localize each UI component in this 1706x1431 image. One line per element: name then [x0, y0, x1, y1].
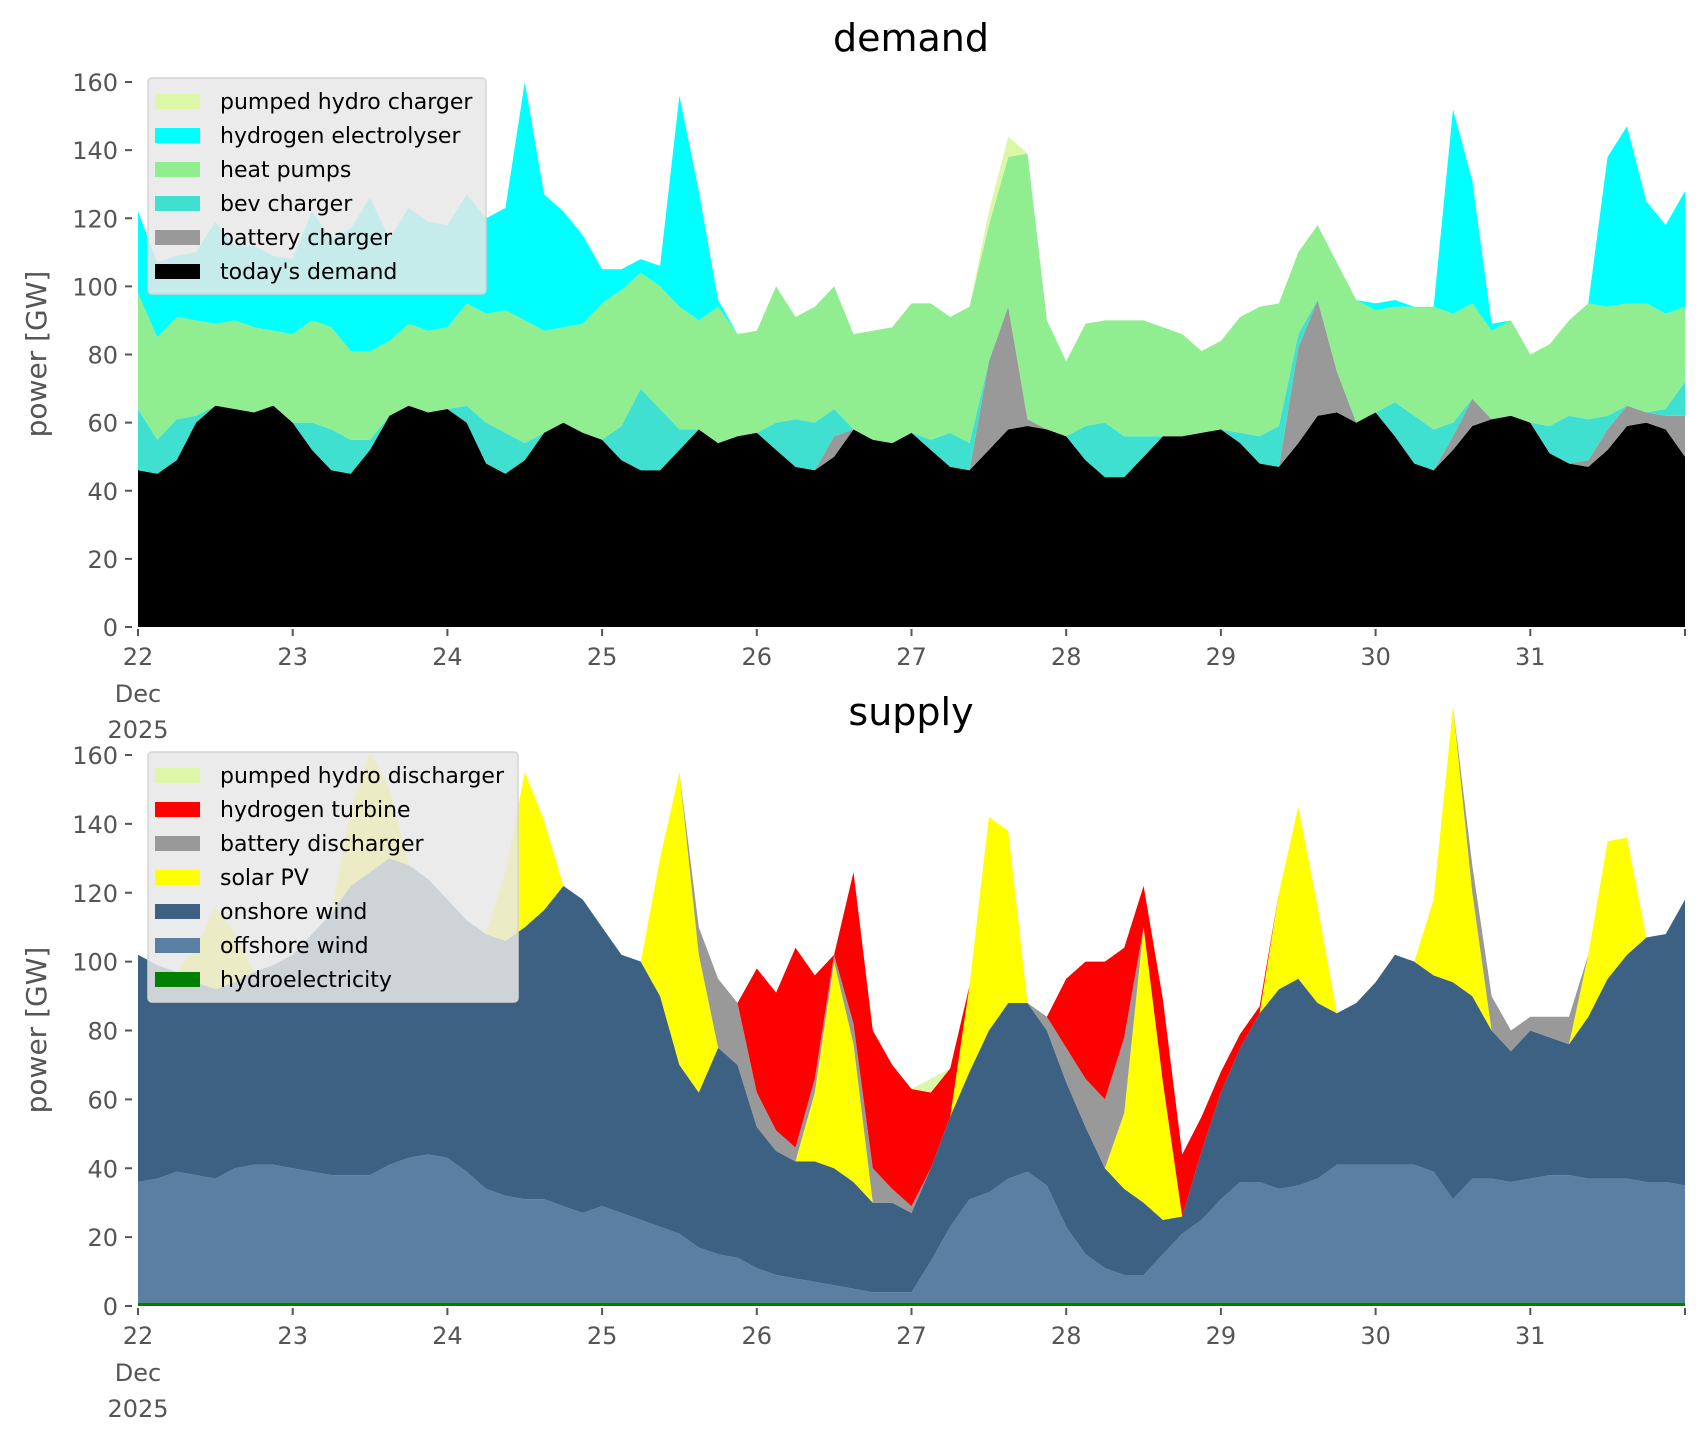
- y-tick-label: 20: [87, 546, 118, 574]
- x-tick-label: 24: [432, 1322, 463, 1350]
- area-layer: [138, 706, 1685, 1306]
- y-axis: 0 20 40 60 80 100 120 140 160: [72, 69, 132, 642]
- x-tick-label: 22: [123, 1322, 154, 1350]
- legend-label: pumped hydro discharger: [220, 764, 505, 789]
- y-axis-label: power [GW]: [20, 271, 53, 438]
- y-tick-label: 120: [72, 205, 118, 233]
- y-tick-label: 20: [87, 1224, 118, 1252]
- y-tick-label: 100: [72, 273, 118, 301]
- x-tick-label: 22: [123, 643, 154, 671]
- legend-label: pumped hydro charger: [220, 90, 473, 115]
- area-hydroelectricity: [138, 1302, 1685, 1306]
- legend-swatch-offshore-wind: [155, 938, 200, 953]
- x-tick-sublabel: 2025: [107, 716, 168, 744]
- x-tick-sublabel: Dec: [115, 680, 161, 708]
- legend-label: hydroelectricity: [220, 968, 392, 993]
- x-axis: 22 Dec 2025 23 24 25 26 27 28 29 30 31: [107, 629, 1686, 744]
- legend-swatch-pumped-hydro-discharger: [155, 768, 200, 783]
- x-tick-label: 28: [1051, 1322, 1082, 1350]
- legend-label: hydrogen electrolyser: [220, 124, 461, 149]
- y-tick-label: 60: [87, 1086, 118, 1114]
- area-solar-pv: [138, 706, 1685, 1220]
- x-tick-label: 27: [896, 643, 927, 671]
- x-tick-label: 29: [1206, 1322, 1237, 1350]
- area-offshore-wind: [138, 1154, 1685, 1303]
- x-tick-label: 26: [742, 643, 773, 671]
- legend-swatch-hydroelectricity: [155, 972, 200, 987]
- demand-chart: demand power [GW] 020406080100120140160 …: [20, 16, 1686, 744]
- y-tick-label: 0: [103, 614, 118, 642]
- supply-chart: supply power [GW] 020406080100120140160 …: [20, 690, 1686, 1423]
- legend-swatch-solar-pv: [155, 870, 200, 885]
- x-tick-label: 29: [1206, 643, 1237, 671]
- x-tick-label: 23: [277, 643, 308, 671]
- legend-swatch-hydrogen-electrolyser: [155, 128, 200, 143]
- y-axis-label: power [GW]: [20, 947, 53, 1114]
- x-tick-label: 24: [432, 643, 463, 671]
- x-tick-label: 26: [742, 1322, 773, 1350]
- y-tick-label: 40: [87, 478, 118, 506]
- x-tick-sublabel: Dec: [115, 1359, 161, 1387]
- legend: pumped hydro charger hydrogen electrolyse…: [147, 77, 487, 295]
- y-tick-label: 100: [72, 949, 118, 977]
- y-tick-label: 0: [103, 1293, 118, 1321]
- legend-label: solar PV: [220, 866, 309, 891]
- area-heat-pumps: [138, 153, 1685, 444]
- legend-swatch-today-s-demand: [155, 264, 200, 279]
- x-axis: 22 Dec 2025 23 24 25 26 27 28 29 30 31: [107, 1308, 1686, 1423]
- x-tick-label: 25: [587, 643, 618, 671]
- legend-box: [147, 751, 519, 1003]
- legend-box: [147, 77, 487, 295]
- y-tick-label: 140: [72, 137, 118, 165]
- legend-swatch-heat-pumps: [155, 162, 200, 177]
- x-tick-label: 30: [1360, 643, 1391, 671]
- x-tick-label: 30: [1360, 1322, 1391, 1350]
- legend-label: bev charger: [220, 192, 353, 217]
- x-tick-label: 31: [1515, 643, 1546, 671]
- area-bev-charger: [138, 300, 1685, 478]
- legend-label: heat pumps: [220, 158, 351, 183]
- y-tick-label: 80: [87, 1018, 118, 1046]
- legend-swatch-bev-charger: [155, 196, 200, 211]
- legend: pumped hydro discharger hydrogen turbine b…: [147, 751, 519, 1003]
- x-tick-label: 27: [896, 1322, 927, 1350]
- area-battery-charger: [138, 300, 1685, 478]
- legend-label: hydrogen turbine: [220, 798, 411, 823]
- area-hydrogen-turbine: [138, 706, 1685, 1217]
- x-tick-label: 28: [1051, 643, 1082, 671]
- y-tick-label: 140: [72, 811, 118, 839]
- area-onshore-wind: [138, 858, 1685, 1293]
- legend-label: battery discharger: [220, 832, 425, 857]
- area-today-s-demand: [138, 405, 1685, 627]
- chart-title: demand: [833, 16, 989, 60]
- y-tick-label: 120: [72, 880, 118, 908]
- area-layer: [138, 82, 1685, 627]
- legend-label: onshore wind: [220, 900, 367, 925]
- y-tick-label: 160: [72, 742, 118, 770]
- legend-swatch-onshore-wind: [155, 904, 200, 919]
- x-tick-sublabel: 2025: [107, 1395, 168, 1423]
- x-tick-label: 31: [1515, 1322, 1546, 1350]
- legend-label: today's demand: [220, 260, 397, 285]
- chart-title: supply: [848, 690, 973, 734]
- legend-swatch-battery-charger: [155, 230, 200, 245]
- legend-label: battery charger: [220, 226, 393, 251]
- legend-swatch-hydrogen-turbine: [155, 802, 200, 817]
- y-tick-label: 40: [87, 1155, 118, 1183]
- area-hydrogen-electrolyser: [138, 82, 1685, 362]
- legend-label: offshore wind: [220, 934, 369, 959]
- x-tick-label: 23: [277, 1322, 308, 1350]
- y-tick-label: 80: [87, 342, 118, 370]
- y-tick-label: 160: [72, 69, 118, 97]
- y-tick-label: 60: [87, 410, 118, 438]
- legend-swatch-battery-discharger: [155, 836, 200, 851]
- y-axis: 0 20 40 60 80 100 120 140 160: [72, 742, 132, 1321]
- x-tick-label: 25: [587, 1322, 618, 1350]
- legend-swatch-pumped-hydro-charger: [155, 94, 200, 109]
